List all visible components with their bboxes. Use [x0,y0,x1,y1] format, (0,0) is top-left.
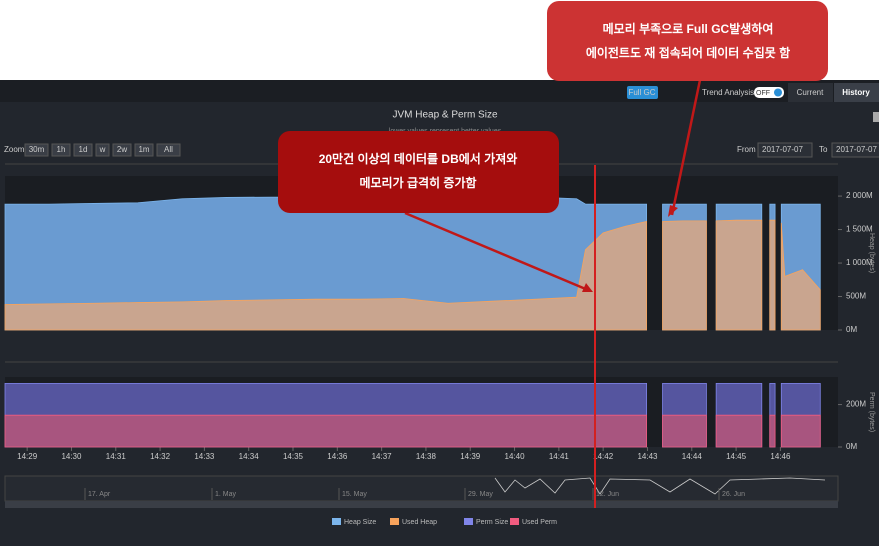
zoom-button-label[interactable]: 2w [117,145,127,154]
x-tick-label: 14:44 [682,452,703,461]
area [4,414,821,448]
navigator-label: 15. May [342,491,367,498]
tab-label[interactable]: Current [797,88,824,97]
annotation-text: 메모리 부족으로 Full GC발생하여 [603,21,774,36]
x-tick-label: 14:32 [150,452,171,461]
navigator-line [494,477,826,495]
from-input[interactable] [757,142,813,158]
x-tick-label: 14:41 [549,452,570,461]
legend-swatch [510,518,519,525]
zoom-button[interactable] [95,143,110,157]
tab-history[interactable] [834,83,879,102]
annotation-text: 에이전트도 재 접속되어 데이터 수집못 함 [586,45,790,60]
x-tick-label: 14:40 [505,452,526,461]
zoom-button[interactable] [112,143,132,157]
annotation-text: 20만건 이상의 데이터를 DB에서 가져와 [319,151,518,166]
x-tick-label: 14:35 [283,452,304,461]
arrow-head [582,283,593,292]
area [4,219,821,331]
zoom-label: Zoom [4,145,25,154]
arrow [404,211,589,292]
y-axis-title: Heap (bytes) [868,233,875,273]
x-tick-label: 14:34 [239,452,260,461]
plots: 0M 500M 1 000M 1 500M 2 000M Heap (bytes) 0M 20… [4,176,875,461]
x-tick-label: 14:38 [416,452,437,461]
navigator-labels: 17. Apr 1. May 15. May 29. May 12. Jun 26. Ju… [84,488,745,500]
x-tick-label: 14:42 [593,452,614,461]
y-tick-label: 0M [846,325,857,334]
chart-title: JVM Heap & Perm Size [392,110,497,121]
toggle-knob [774,88,782,97]
scrollbar[interactable] [5,501,838,508]
x-tick-label: 14:46 [770,452,791,461]
x-tick-label: 14:30 [61,452,82,461]
zoom-button-label[interactable]: All [164,145,173,154]
zoom-button[interactable] [73,143,93,157]
x-tick-label: 14:37 [372,452,393,461]
callout [547,1,828,81]
tab-label[interactable]: History [842,88,870,97]
to-input[interactable] [831,142,879,158]
zoom-button[interactable] [134,143,154,157]
navigator-label: 29. May [468,491,493,498]
zoom-button-label[interactable]: 1h [57,145,66,154]
x-tick-label: 14:43 [637,452,658,461]
legend-swatch [464,518,473,525]
navigator-label: 17. Apr [88,491,111,498]
x-tick-label: 14:33 [194,452,215,461]
legend-label[interactable]: Used Perm [522,519,557,526]
legend-swatch [332,518,341,525]
zoom-button-label[interactable]: 30m [29,145,45,154]
from-label: From [737,145,756,154]
toggle-label[interactable]: OFF [756,90,770,97]
legend-label[interactable]: Used Heap [402,519,437,526]
arrow [670,79,702,216]
annotation-text: 메모리가 급격히 증가함 [359,175,476,190]
y-axis-title: Perm (bytes) [868,392,875,432]
to-label: To [819,145,828,154]
x-tick-label: 14:45 [726,452,747,461]
y-tick-label: 0M [846,442,857,451]
y-tick-label: 200M [846,400,866,409]
zoom-button[interactable] [156,143,181,157]
navigator-label: 12. Jun [596,491,619,498]
zoom-buttons: 30m 1h 1d w 2w 1m All [24,143,181,157]
arrow-head [668,205,678,217]
legend-swatch [390,518,399,525]
from-value[interactable]: 2017-07-07 [762,145,803,154]
navigator-label: 1. May [215,491,237,498]
callout [278,131,559,213]
legend: Heap Size Used Heap Perm Size Used Perm [332,518,557,526]
x-tick-label: 14:31 [106,452,127,461]
legend-label[interactable]: Heap Size [344,519,376,526]
to-value[interactable]: 2017-07-07 [836,145,877,154]
y-tick-label: 1 000M [846,258,873,267]
y-tick-label: 500M [846,292,866,301]
legend-label[interactable]: Perm Size [476,519,508,526]
full-gc-label[interactable]: Full GC [628,88,655,97]
zoom-button-label[interactable]: w [99,145,106,154]
full-gc-button[interactable] [627,86,658,99]
navigator-label: 26. Jun [722,491,745,498]
x-tick-label: 14:29 [17,452,38,461]
x-tick-label: 14:39 [460,452,481,461]
tab-current[interactable] [788,83,833,102]
navigator [4,475,839,502]
toolbar [0,80,879,102]
menu-icon[interactable] [873,112,879,122]
trend-label: Trend Analysis [702,88,754,97]
zoom-button-label[interactable]: 1d [79,145,88,154]
y-tick-label: 2 000M [846,191,873,200]
x-tick-label: 14:36 [327,452,348,461]
zoom-button[interactable] [24,143,49,157]
y-tick-label: 1 500M [846,225,873,234]
zoom-button-label[interactable]: 1m [138,145,149,154]
zoom-button[interactable] [51,143,71,157]
